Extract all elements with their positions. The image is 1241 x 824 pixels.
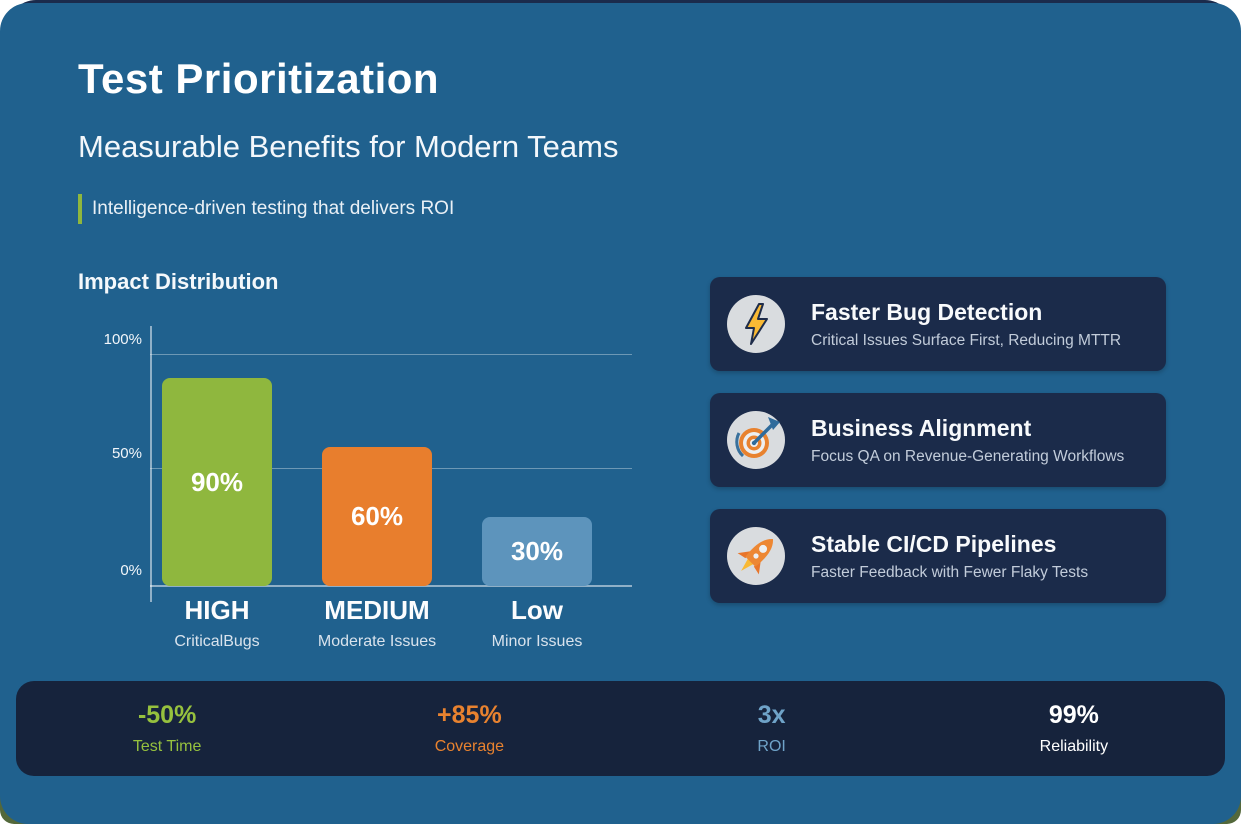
card-description: Focus QA on Revenue-Generating Workflows: [811, 447, 1125, 465]
bar-high: 90%: [162, 378, 272, 586]
chart-title: Impact Distribution: [78, 269, 279, 294]
y-tick-50: 50%: [111, 445, 142, 462]
bar-value-high: 90%: [190, 466, 244, 497]
card-description: Faster Feedback with Fewer Flaky Tests: [811, 563, 1089, 581]
stat-reliability: 99% Reliability: [923, 701, 1225, 756]
page-subtitle: Measurable Benefits for Modern Teams: [78, 129, 619, 164]
x-label-low: Low Minor Issues: [457, 595, 617, 651]
tagline: Intelligence-driven testing that deliver…: [78, 194, 454, 224]
category-sublabel: CriticalBugs: [174, 633, 260, 650]
target-icon: [727, 411, 785, 469]
bar-value-medium: 60%: [350, 501, 404, 531]
stat-value: +85%: [437, 701, 502, 729]
card-stable-cicd: Stable CI/CD Pipelines Faster Feedback w…: [710, 509, 1166, 603]
bar-low: 30%: [482, 517, 592, 586]
stat-test-time: -50% Test Time: [16, 701, 318, 756]
stat-value: 3x: [757, 701, 786, 729]
bar-value-low: 30%: [510, 536, 564, 566]
rocket-icon: [727, 527, 785, 585]
stat-label: Reliability: [1039, 738, 1109, 755]
stat-value: 99%: [1048, 701, 1099, 729]
x-label-high: HIGH CriticalBugs: [137, 595, 297, 651]
category-label: Low: [511, 595, 563, 625]
category-sublabel: Moderate Issues: [317, 633, 437, 650]
bar-chart: 100% 50% 0% 90% 60% 30% HIGH CriticalBug…: [78, 323, 648, 668]
card-title: Faster Bug Detection: [811, 298, 1043, 325]
stats-bar: -50% Test Time +85% Coverage 3x ROI 99% …: [16, 681, 1225, 776]
card-title: Business Alignment: [811, 414, 1032, 441]
benefit-cards: Faster Bug Detection Critical Issues Sur…: [710, 277, 1166, 625]
stat-roi: 3x ROI: [621, 701, 923, 756]
card-business-alignment: Business Alignment Focus QA on Revenue-G…: [710, 393, 1166, 487]
gridline-100: [150, 354, 632, 355]
stat-coverage: +85% Coverage: [318, 701, 620, 756]
y-tick-0: 0%: [120, 562, 142, 579]
stat-label: Test Time: [132, 738, 202, 755]
category-label: HIGH: [184, 595, 250, 625]
y-axis-line: [150, 326, 152, 602]
card-title: Stable CI/CD Pipelines: [811, 530, 1057, 557]
stat-value: -50%: [137, 701, 197, 729]
bar-medium: 60%: [322, 447, 432, 586]
lightning-icon: [727, 295, 785, 353]
x-label-medium: MEDIUM Moderate Issues: [297, 595, 457, 651]
y-tick-100: 100%: [103, 331, 142, 348]
card-faster-bug-detection: Faster Bug Detection Critical Issues Sur…: [710, 277, 1166, 371]
x-axis-line: [150, 585, 632, 587]
category-label: MEDIUM: [324, 595, 430, 625]
stat-label: Coverage: [434, 738, 505, 755]
page-title: Test Prioritization: [78, 55, 440, 102]
main-panel: Test Prioritization Measurable Benefits …: [0, 3, 1241, 824]
category-sublabel: Minor Issues: [491, 633, 583, 650]
card-description: Critical Issues Surface First, Reducing …: [811, 331, 1122, 349]
stat-label: ROI: [757, 738, 786, 755]
